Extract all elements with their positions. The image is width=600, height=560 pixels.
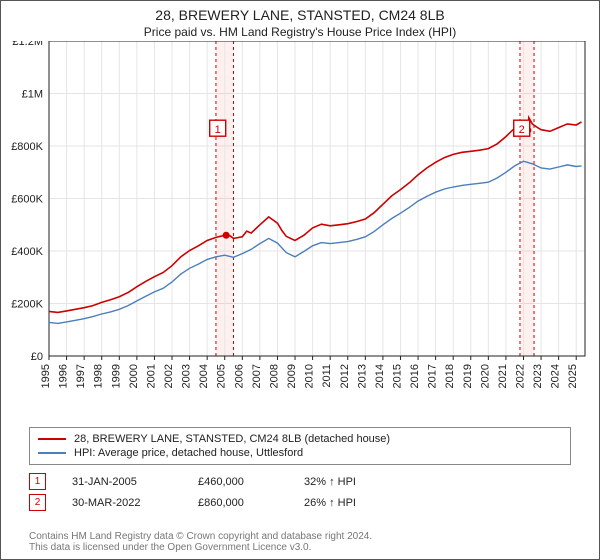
x-tick-label: 2022	[514, 364, 526, 388]
x-tick-label: 2021	[497, 364, 509, 388]
x-tick-label: 1995	[40, 364, 52, 388]
legend-swatch	[38, 452, 66, 454]
x-tick-label: 1996	[58, 364, 70, 388]
x-tick-label: 2016	[409, 364, 421, 388]
x-tick-label: 2006	[233, 364, 245, 388]
y-tick-label: £400K	[11, 246, 43, 258]
x-tick-label: 2009	[286, 364, 298, 388]
sale-marker: 1	[29, 473, 46, 490]
credits-block: Contains HM Land Registry data © Crown c…	[29, 517, 571, 553]
legend-row: 28, BREWERY LANE, STANSTED, CM24 8LB (de…	[38, 432, 562, 446]
x-tick-label: 2002	[163, 364, 175, 388]
sale-vs-hpi: 26% ↑ HPI	[304, 497, 356, 509]
x-tick-label: 2023	[532, 364, 544, 388]
page-subtitle: Price paid vs. HM Land Registry's House …	[5, 25, 595, 39]
chart-area: £0 £200K £400K £600K £800K £1M £1.2M 1995 1996 19…	[1, 41, 600, 421]
chart-marker-label: 1	[215, 124, 221, 136]
x-tick-label: 1999	[110, 364, 122, 388]
credits-line2: This data is licensed under the Open Gov…	[29, 542, 571, 553]
y-tick-label: £1.2M	[12, 41, 43, 48]
sale-row: 1 31-JAN-2005 £460,000 32% ↑ HPI	[29, 471, 571, 492]
x-tick-label: 2017	[427, 364, 439, 388]
x-tick-label: 2015	[391, 364, 403, 388]
legend-row: HPI: Average price, detached house, Uttl…	[38, 446, 562, 460]
sale-price: £860,000	[198, 497, 278, 509]
page-root: 28, BREWERY LANE, STANSTED, CM24 8LB Pri…	[0, 0, 600, 560]
x-tick-label: 2018	[444, 364, 456, 388]
x-tick-label: 2007	[251, 364, 263, 388]
y-tick-label: £1M	[22, 89, 43, 101]
sale-point	[223, 232, 230, 239]
sale-vs-hpi: 32% ↑ HPI	[304, 476, 356, 488]
x-tick-label: 2005	[216, 364, 228, 388]
x-tick-label: 2014	[374, 364, 386, 388]
legend-label: 28, BREWERY LANE, STANSTED, CM24 8LB (de…	[74, 433, 390, 445]
x-tick-label: 2019	[462, 364, 474, 388]
x-tick-label: 2025	[567, 364, 579, 388]
x-tick-label: 2008	[268, 364, 280, 388]
x-tick-label: 1997	[75, 364, 87, 388]
legend-label: HPI: Average price, detached house, Uttl…	[74, 447, 303, 459]
sale-marker: 2	[29, 494, 46, 511]
y-tick-label: £200K	[11, 299, 43, 311]
price-chart: £0 £200K £400K £600K £800K £1M £1.2M 1995 1996 19…	[1, 41, 600, 421]
x-tick-label: 2020	[479, 364, 491, 388]
x-tick-label: 1998	[93, 364, 105, 388]
x-tick-label: 2000	[128, 364, 140, 388]
legend-box: 28, BREWERY LANE, STANSTED, CM24 8LB (de…	[29, 427, 571, 465]
x-tick-label: 2004	[198, 364, 210, 388]
x-tick-label: 2013	[356, 364, 368, 388]
x-tick-label: 2001	[145, 364, 157, 388]
sale-date: 30-MAR-2022	[72, 497, 172, 509]
sale-row: 2 30-MAR-2022 £860,000 26% ↑ HPI	[29, 492, 571, 513]
sales-table: 1 31-JAN-2005 £460,000 32% ↑ HPI 2 30-MAR-202…	[29, 471, 571, 513]
x-tick-label: 2024	[550, 364, 562, 388]
page-title: 28, BREWERY LANE, STANSTED, CM24 8LB	[5, 7, 595, 23]
y-tick-label: £0	[31, 351, 43, 363]
x-tick-label: 2012	[339, 364, 351, 388]
x-tick-label: 2011	[321, 364, 333, 388]
x-tick-label: 2010	[304, 364, 316, 388]
titles-block: 28, BREWERY LANE, STANSTED, CM24 8LB Pri…	[1, 1, 599, 41]
credits-line1: Contains HM Land Registry data © Crown c…	[29, 531, 571, 542]
x-tick-label: 2003	[181, 364, 193, 388]
y-tick-label: £800K	[11, 141, 43, 153]
sale-price: £460,000	[198, 476, 278, 488]
chart-marker-label: 2	[519, 124, 525, 136]
legend-swatch	[38, 438, 66, 440]
y-tick-label: £600K	[11, 194, 43, 206]
sale-date: 31-JAN-2005	[72, 476, 172, 488]
